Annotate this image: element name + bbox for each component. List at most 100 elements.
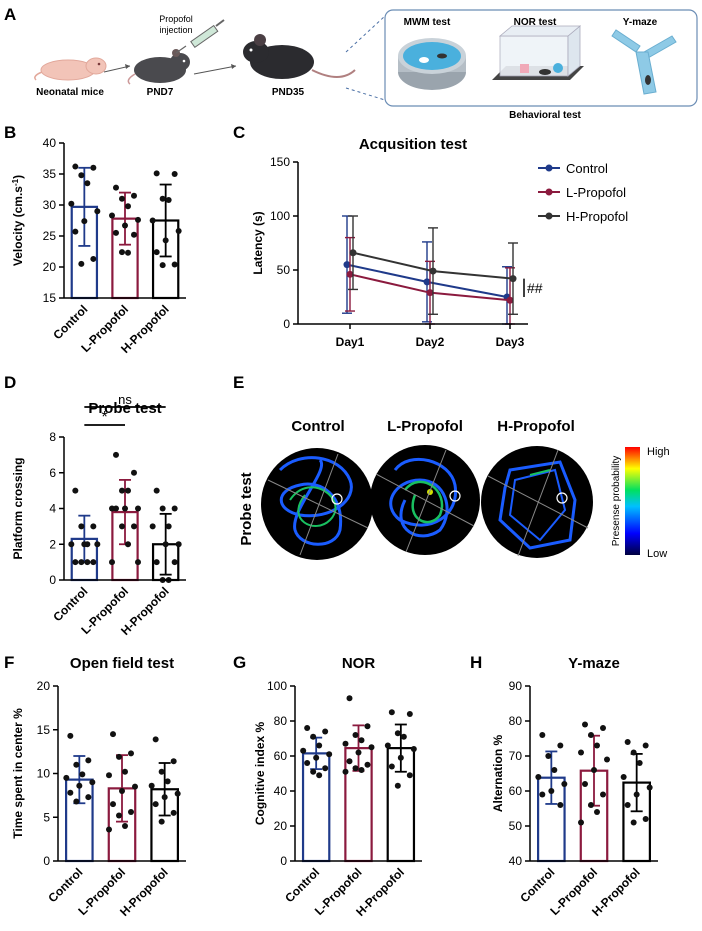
group-label-control: Control [291,418,344,435]
data-point [310,733,317,740]
y-tick-label: 60 [274,749,288,763]
data-point [131,523,137,530]
data-point [400,733,407,740]
data-point [561,781,568,787]
x-tick-label: Control [45,865,85,905]
data-point [620,774,627,780]
data-point [506,296,514,304]
test-mwm-label: MWM test [404,17,451,28]
y-tick-label: 5 [43,810,50,824]
panel-a: A Neonatal mice PND7 Propofol injection [4,5,698,121]
data-point [322,728,329,735]
data-point [588,802,594,808]
data-point [90,255,97,262]
data-point [170,758,177,765]
data-point [125,487,131,494]
y-tick-label: 15 [43,291,57,305]
data-point [165,197,172,204]
data-point [90,523,97,530]
panel-letter: G [233,653,246,672]
data-point [539,732,546,738]
data-point [113,229,119,236]
data-point [113,451,119,458]
data-point [158,768,165,775]
data-point [591,767,597,773]
panel-letter: B [4,123,16,142]
chart-title: Probe test [88,400,161,417]
data-point [113,184,119,191]
scale-high-label: High [647,446,670,458]
data-point [109,212,115,219]
data-point [352,765,359,772]
data-point [159,195,166,202]
data-point [153,249,160,256]
data-point [539,791,546,798]
data-point [588,732,594,738]
panel-a-letter: A [4,5,16,24]
data-point [509,275,517,283]
y-tick-label: 25 [43,229,57,243]
y-tick-label: 60 [509,784,523,798]
legend-label: Control [566,161,608,176]
data-point [368,744,375,751]
panel-e: E Control L-Propofol H-Propofol Probe te… [233,373,670,560]
data-point [164,778,171,785]
data-point [85,794,92,801]
data-point [84,559,91,566]
y-tick-label: 70 [509,749,523,763]
x-tick-label: Day1 [336,335,365,349]
data-point [119,195,125,202]
data-point [594,809,600,815]
group-label-hpropofol: H-Propofol [497,418,574,435]
probability-color-scale [625,447,640,555]
data-point [343,261,351,269]
data-point [545,753,552,759]
y-axis-label: Alternation % [491,735,505,813]
y-axis-label-sup: -1 [11,178,20,186]
data-point [358,767,365,773]
data-point [89,779,96,786]
scale-title: Presense probability [611,456,622,547]
data-point [642,816,649,822]
data-point [426,289,434,297]
data-point [642,742,649,749]
x-tick-label: Day2 [416,335,445,349]
y-axis-label: Time spent in center % [11,708,25,839]
data-point [135,505,141,512]
data-point [90,559,97,566]
heatmap-hpropofol [481,446,593,558]
data-point [110,731,116,738]
data-point [159,262,166,269]
data-point [355,749,362,756]
data-point [149,523,156,530]
y-axis-label-text: Cognitive index % [253,722,267,826]
data-point [153,559,160,566]
data-point [582,721,588,728]
data-point [364,723,371,730]
y-tick-label: 4 [49,502,56,516]
data-point [153,170,160,177]
y-axis-label-text: Velocity (cm.s [11,186,25,266]
chart-f-open-field: F Open field test Time spent in center % Co… [4,653,186,919]
data-point [78,559,85,566]
data-point [128,750,134,757]
data-point [119,788,125,794]
data-point [171,171,178,177]
chart-title: Y-maze [568,655,620,672]
data-point [364,761,371,768]
data-point [106,826,112,833]
data-point [119,523,125,530]
syringe-icon [175,19,225,54]
data-point [630,749,637,756]
data-point [646,784,653,791]
chart-c-acquisition: C Acqusition test Latency (s) Control L-Prop… [233,123,628,349]
data-point [79,771,86,778]
data-point [300,747,307,754]
data-point [159,505,166,512]
data-point [600,791,606,798]
data-point [429,267,437,275]
data-point [349,249,357,257]
data-point [158,818,165,825]
